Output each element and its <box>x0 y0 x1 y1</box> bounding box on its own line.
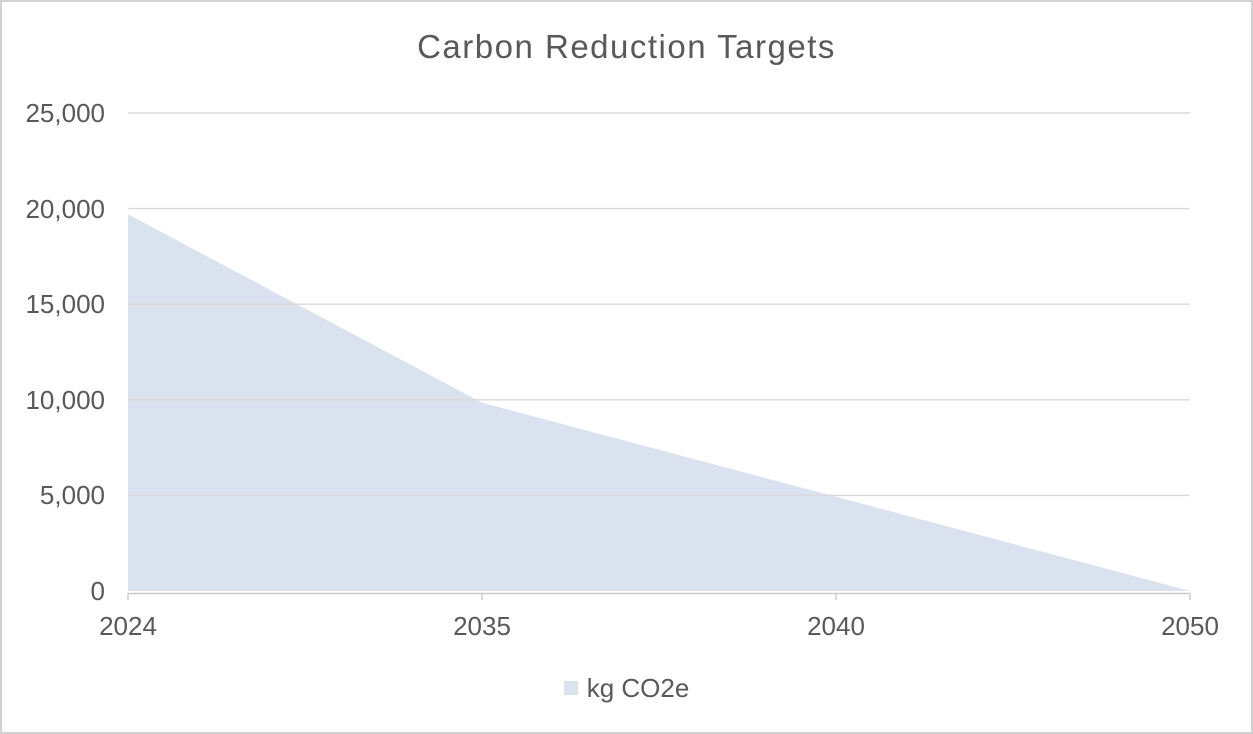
legend-label: kg CO2e <box>586 673 690 703</box>
y-tick-label: 10,000 <box>25 384 105 415</box>
y-tick-label: 5,000 <box>39 480 105 511</box>
legend-swatch-icon <box>563 681 578 695</box>
area-series <box>128 214 1190 592</box>
y-tick-label: 20,000 <box>25 193 105 224</box>
x-tick-label: 2024 <box>99 611 157 641</box>
y-tick-label: 0 <box>90 576 105 606</box>
x-tick-label: 2050 <box>1161 611 1219 641</box>
x-tick-label: 2040 <box>807 611 865 641</box>
legend: kg CO2e <box>0 674 1253 702</box>
y-tick-label: 15,000 <box>25 289 105 320</box>
x-tick-label: 2035 <box>453 611 511 641</box>
y-tick-label: 25,000 <box>25 98 105 128</box>
chart-title: Carbon Reduction Targets <box>417 28 836 65</box>
